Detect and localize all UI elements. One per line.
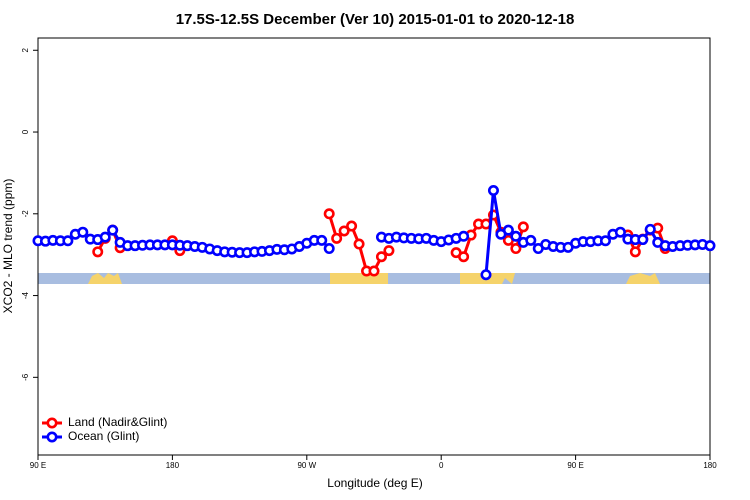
x-tick-label: 90 E [30,461,46,470]
point [331,232,343,244]
chart-title: 17.5S-12.5S December (Ver 10) 2015-01-01… [176,11,575,28]
point [525,234,537,246]
point [458,230,470,242]
point [62,235,74,247]
x-tick-label: 90 W [297,461,316,470]
y-tick-label: 2 [21,47,30,52]
x-axis-label: Longitude (deg E) [327,476,422,490]
point [99,231,111,243]
land-patch [88,273,122,284]
point [480,269,492,281]
point [353,238,365,250]
point [316,234,328,246]
y-tick-label: -2 [21,210,30,218]
point [368,265,380,277]
point [458,251,470,263]
point [323,208,335,220]
x-tick-label: 180 [166,461,180,470]
point [487,184,499,196]
point [704,240,716,252]
x-tick-label: 0 [439,461,444,470]
point [383,245,395,257]
point [599,235,611,247]
land-patch [330,273,388,284]
point [510,230,522,242]
legend-label: Land (Nadir&Glint) [68,415,167,429]
land-patch [626,273,660,284]
point [614,226,626,238]
point [644,223,656,235]
point [510,243,522,255]
legend-marker [46,431,58,443]
legend-marker [46,417,58,429]
point [92,246,104,258]
y-tick-label: -6 [21,373,30,381]
x-tick-label: 180 [703,461,717,470]
y-tick-label: 0 [21,129,30,134]
legend-label: Ocean (Glint) [68,429,139,443]
point [517,221,529,233]
y-axis-label: XCO2 - MLO trend (ppm) [1,179,15,314]
y-tick-label: -4 [21,291,30,299]
point [637,234,649,246]
point [502,224,514,236]
point [323,243,335,255]
point [77,226,89,238]
point [346,220,358,232]
x-tick-label: 90 E [567,461,583,470]
point [107,224,119,236]
point [375,251,387,263]
point [629,246,641,258]
point [338,225,350,237]
